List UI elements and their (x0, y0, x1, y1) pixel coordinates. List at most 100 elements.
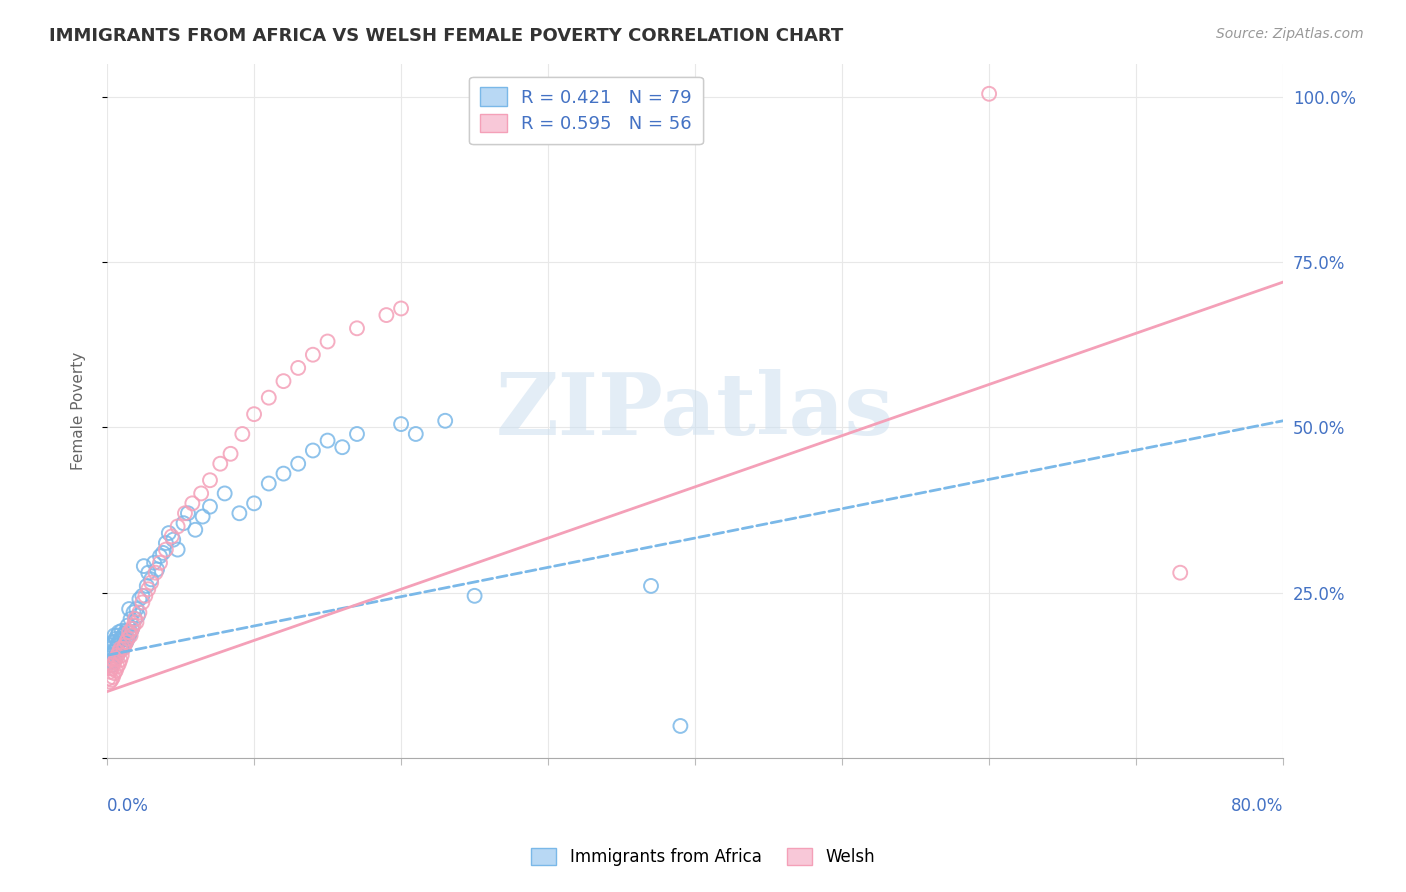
Text: 80.0%: 80.0% (1230, 797, 1284, 814)
Point (120, 628, 142, 642)
Point (117, 632, 139, 646)
Point (112, 639, 135, 653)
Point (316, 334, 339, 349)
Point (257, 476, 280, 491)
Point (108, 645, 131, 659)
Point (157, 526, 180, 541)
Point (115, 624, 138, 638)
Point (125, 602, 148, 616)
Point (155, 536, 177, 550)
Point (640, 579, 662, 593)
Point (155, 542, 177, 557)
Point (103, 655, 125, 669)
Point (287, 360, 309, 375)
Point (166, 542, 188, 557)
Point (105, 648, 128, 663)
Point (100, 661, 122, 675)
Point (273, 467, 295, 481)
Point (121, 622, 143, 636)
Point (136, 566, 159, 580)
Point (389, 417, 412, 431)
Point (105, 628, 128, 642)
Point (118, 602, 141, 616)
Point (104, 651, 127, 665)
Point (198, 500, 221, 514)
Point (669, 719, 692, 733)
Point (977, 87, 1000, 101)
Point (110, 653, 132, 667)
Point (166, 519, 188, 533)
Point (120, 625, 142, 640)
Point (98, 655, 121, 669)
Point (101, 670, 124, 684)
Point (405, 427, 427, 442)
Point (243, 407, 266, 421)
Point (108, 635, 131, 649)
Point (121, 622, 143, 636)
Point (105, 659, 128, 673)
Point (105, 648, 128, 663)
Point (302, 443, 325, 458)
Point (115, 635, 138, 649)
Point (375, 308, 398, 322)
Point (100, 648, 122, 663)
Point (104, 632, 127, 646)
Y-axis label: Female Poverty: Female Poverty (72, 351, 86, 470)
Point (346, 427, 368, 442)
Point (228, 506, 250, 520)
Point (131, 595, 153, 609)
Text: IMMIGRANTS FROM AFRICA VS WELSH FEMALE POVERTY CORRELATION CHART: IMMIGRANTS FROM AFRICA VS WELSH FEMALE P… (49, 27, 844, 45)
Point (128, 605, 150, 619)
Point (100, 639, 122, 653)
Point (174, 506, 197, 520)
Point (125, 615, 148, 630)
Point (124, 612, 146, 626)
Point (103, 651, 125, 665)
Point (173, 516, 195, 531)
Point (114, 637, 136, 651)
Point (127, 608, 149, 623)
Point (146, 562, 169, 576)
Point (316, 434, 339, 448)
Point (257, 391, 280, 405)
Point (346, 321, 368, 335)
Point (149, 549, 172, 564)
Point (118, 625, 141, 640)
Point (97, 672, 120, 686)
Point (98, 665, 121, 679)
Point (243, 496, 266, 510)
Point (190, 486, 212, 500)
Point (152, 546, 174, 560)
Point (214, 486, 236, 500)
Point (114, 639, 136, 653)
Text: ZIPatlas: ZIPatlas (496, 369, 894, 453)
Point (124, 612, 146, 626)
Point (120, 612, 142, 626)
Point (98, 674, 121, 689)
Point (198, 473, 221, 487)
Point (111, 648, 134, 663)
Point (110, 632, 132, 646)
Point (135, 579, 157, 593)
Point (101, 655, 124, 669)
Point (181, 496, 204, 510)
Point (231, 427, 253, 442)
Point (100, 673, 122, 687)
Point (101, 645, 124, 659)
Point (160, 529, 183, 543)
Point (110, 641, 132, 656)
Point (131, 589, 153, 603)
Point (273, 374, 295, 388)
Point (177, 506, 200, 520)
Point (122, 618, 145, 632)
Point (104, 641, 127, 656)
Point (389, 301, 412, 316)
Point (464, 589, 486, 603)
Point (112, 641, 135, 656)
Point (103, 628, 125, 642)
Text: Source: ZipAtlas.com: Source: ZipAtlas.com (1216, 27, 1364, 41)
Point (141, 575, 163, 590)
Point (118, 628, 141, 642)
Legend: Immigrants from Africa, Welsh: Immigrants from Africa, Welsh (523, 840, 883, 875)
Point (136, 582, 159, 597)
